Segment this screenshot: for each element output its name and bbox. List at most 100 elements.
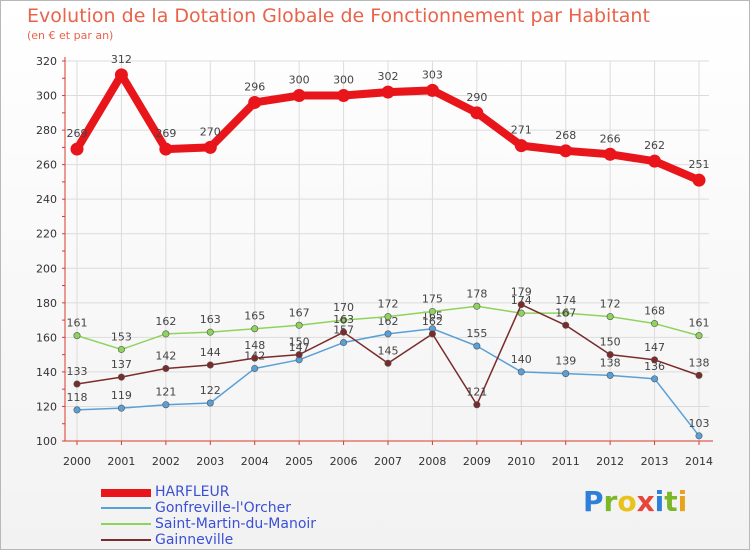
data-point-gainneville: [340, 328, 348, 336]
data-label-harfleur: 300: [333, 74, 354, 87]
legend-swatch-gonfreville: [101, 507, 151, 509]
data-label-gainneville: 138: [689, 356, 710, 369]
data-label-gainneville: 167: [555, 306, 576, 319]
x-tick-label: 2013: [641, 455, 669, 468]
data-point-gonfreville-l-orcher: [117, 404, 125, 412]
data-label-harfleur: 296: [244, 80, 265, 93]
x-tick-label: 2011: [552, 455, 580, 468]
legend-swatch-harfleur: [101, 489, 151, 497]
logo-letter: r: [603, 485, 618, 518]
data-label-gonfreville-l-orcher: 119: [111, 389, 132, 402]
data-point-gainneville: [562, 321, 570, 329]
data-point-gonfreville-l-orcher: [606, 371, 614, 379]
data-label-saint-martin-du-manoir: 161: [689, 317, 710, 330]
data-label-saint-martin-du-manoir: 161: [67, 317, 88, 330]
y-tick-label: 120: [36, 400, 57, 413]
data-point-harfleur: [203, 140, 217, 154]
x-tick-label: 2012: [596, 455, 624, 468]
data-point-saint-martin-du-manoir: [117, 345, 125, 353]
x-tick-label: 2005: [285, 455, 313, 468]
data-point-gonfreville-l-orcher: [384, 330, 392, 338]
data-point-saint-martin-du-manoir: [206, 328, 214, 336]
y-tick-label: 100: [36, 435, 57, 448]
x-tick-label: 2009: [463, 455, 491, 468]
logo-letter: i: [677, 485, 688, 518]
data-point-saint-martin-du-manoir: [384, 313, 392, 321]
data-point-harfleur: [292, 89, 306, 103]
data-label-gonfreville-l-orcher: 118: [67, 391, 88, 404]
data-label-harfleur: 251: [689, 158, 710, 171]
data-point-gainneville: [606, 351, 614, 359]
data-label-gonfreville-l-orcher: 138: [600, 356, 621, 369]
data-point-gonfreville-l-orcher: [651, 375, 659, 383]
data-point-gonfreville-l-orcher: [340, 339, 348, 347]
data-label-gainneville: 133: [67, 365, 88, 378]
legend-swatch-gainneville: [101, 539, 151, 541]
data-point-gainneville: [206, 361, 214, 369]
data-label-gonfreville-l-orcher: 122: [200, 384, 221, 397]
data-label-saint-martin-du-manoir: 170: [333, 301, 354, 314]
y-tick-label: 200: [36, 262, 57, 275]
data-label-gainneville: 147: [644, 341, 665, 354]
data-point-harfleur: [425, 83, 439, 97]
data-point-harfleur: [337, 89, 351, 103]
y-tick-label: 300: [36, 90, 57, 103]
x-tick-label: 2004: [241, 455, 269, 468]
data-label-gonfreville-l-orcher: 140: [511, 353, 532, 366]
legend-label-gainneville: Gainneville: [155, 532, 234, 548]
y-tick-label: 260: [36, 159, 57, 172]
data-label-gainneville: 137: [111, 358, 132, 371]
data-label-harfleur: 262: [644, 139, 665, 152]
data-label-harfleur: 300: [289, 74, 310, 87]
data-label-harfleur: 269: [155, 127, 176, 140]
data-point-gonfreville-l-orcher: [695, 432, 703, 440]
legend-label-gonfreville: Gonfreville-l'Orcher: [155, 500, 292, 516]
data-point-saint-martin-du-manoir: [428, 307, 436, 315]
data-label-gainneville: 145: [378, 344, 399, 357]
data-point-harfleur: [692, 173, 706, 187]
data-point-gainneville: [651, 356, 659, 364]
data-point-harfleur: [559, 144, 573, 158]
data-point-saint-martin-du-manoir: [251, 325, 259, 333]
data-label-saint-martin-du-manoir: 163: [200, 313, 221, 326]
data-point-saint-martin-du-manoir: [562, 309, 570, 317]
x-tick-label: 2010: [507, 455, 535, 468]
data-point-gainneville: [473, 401, 481, 409]
x-tick-label: 2003: [196, 455, 224, 468]
chart-title: Evolution de la Dotation Globale de Fonc…: [27, 5, 650, 27]
data-label-harfleur: 270: [200, 125, 221, 138]
data-label-saint-martin-du-manoir: 168: [644, 305, 665, 318]
data-point-harfleur: [159, 142, 173, 156]
x-tick-label: 2002: [152, 455, 180, 468]
data-point-gainneville: [517, 301, 525, 309]
data-label-harfleur: 290: [466, 91, 487, 104]
data-label-gonfreville-l-orcher: 103: [689, 417, 710, 430]
data-point-gainneville: [251, 354, 259, 362]
data-label-harfleur: 271: [511, 124, 532, 137]
data-point-saint-martin-du-manoir: [73, 332, 81, 340]
data-label-gonfreville-l-orcher: 162: [378, 315, 399, 328]
proxiti-logo: Proxiti: [583, 485, 687, 518]
data-label-gainneville: 162: [422, 315, 443, 328]
data-point-saint-martin-du-manoir: [162, 330, 170, 338]
data-point-gainneville: [428, 330, 436, 338]
data-point-gonfreville-l-orcher: [73, 406, 81, 414]
data-point-gonfreville-l-orcher: [517, 368, 525, 376]
data-point-harfleur: [248, 95, 262, 109]
legend-label-harfleur: HARFLEUR: [155, 484, 230, 500]
data-label-gonfreville-l-orcher: 121: [155, 386, 176, 399]
data-label-saint-martin-du-manoir: 178: [466, 287, 487, 300]
chart-subtitle: (en € et par an): [27, 29, 114, 42]
data-label-gainneville: 179: [511, 286, 532, 299]
x-tick-label: 2001: [107, 455, 135, 468]
y-tick-label: 180: [36, 297, 57, 310]
data-point-harfleur: [470, 106, 484, 120]
data-label-saint-martin-du-manoir: 174: [555, 294, 576, 307]
x-tick-label: 2000: [63, 455, 91, 468]
data-point-gainneville: [73, 380, 81, 388]
data-label-saint-martin-du-manoir: 172: [600, 298, 621, 311]
data-label-gainneville: 121: [466, 386, 487, 399]
data-point-harfleur: [70, 142, 84, 156]
data-label-gainneville: 148: [244, 339, 265, 352]
